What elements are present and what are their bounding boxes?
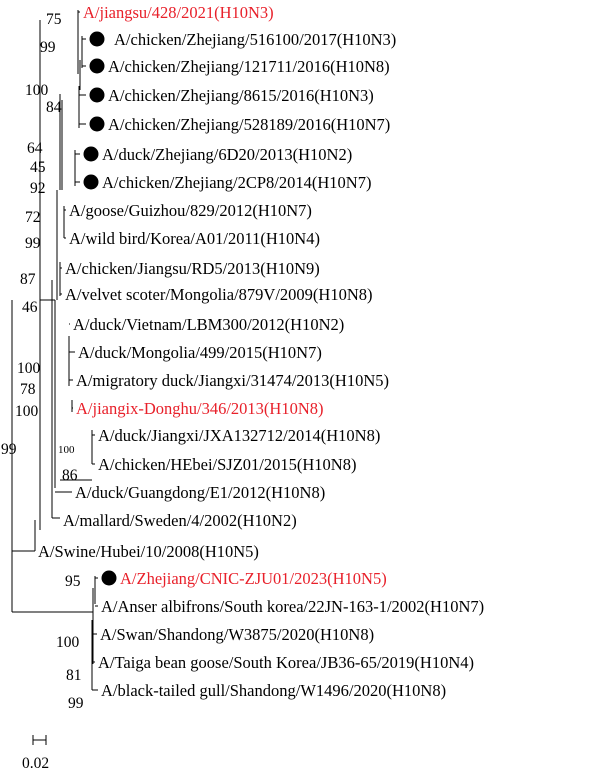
taxon-label: A/duck/Zhejiang/6D20/2013(H10N2) [102, 145, 352, 164]
filled-circle-marker-icon [83, 174, 99, 190]
taxon-markers [83, 31, 117, 586]
taxon-label: A/Swine/Hubei/10/2008(H10N5) [38, 542, 259, 561]
bootstrap-value: 86 [62, 467, 78, 484]
bootstrap-value: 87 [20, 271, 36, 288]
taxon-label: A/chicken/Zhejiang/516100/2017(H10N3) [114, 30, 396, 49]
filled-circle-marker-icon [89, 87, 105, 103]
bootstrap-value: 72 [25, 209, 41, 226]
filled-circle-marker-icon [101, 570, 117, 586]
bootstrap-value: 100 [58, 444, 75, 456]
bootstrap-value: 78 [20, 381, 36, 398]
taxon-label: A/duck/Jiangxi/JXA132712/2014(H10N8) [98, 426, 380, 445]
bootstrap-value: 92 [30, 180, 46, 197]
bootstrap-value: 100 [15, 403, 39, 420]
taxon-label: A/chicken/Jiangsu/RD5/2013(H10N9) [65, 259, 320, 278]
taxon-label: A/goose/Guizhou/829/2012(H10N7) [69, 201, 312, 220]
taxon-label: A/migratory duck/Jiangxi/31474/2013(H10N… [76, 371, 389, 390]
bootstrap-value: 84 [46, 99, 62, 116]
bootstrap-values: 7599100846445927299874610078100100869995… [1, 11, 84, 712]
taxon-label: A/wild bird/Korea/A01/2011(H10N4) [69, 229, 320, 248]
bootstrap-value: 95 [65, 573, 81, 590]
taxon-label: A/Zhejiang/CNIC-ZJU01/2023(H10N5) [120, 569, 387, 588]
bootstrap-value: 75 [46, 11, 62, 28]
taxon-label: A/chicken/Zhejiang/8615/2016(H10N3) [108, 86, 374, 105]
bootstrap-value: 45 [30, 159, 46, 176]
bootstrap-value: 81 [66, 667, 82, 684]
filled-circle-marker-icon [83, 146, 99, 162]
taxon-label: A/chicken/Zhejiang/121711/2016(H10N8) [108, 57, 390, 76]
tree-branches [11, 10, 98, 691]
taxon-label: A/mallard/Sweden/4/2002(H10N2) [63, 511, 297, 530]
taxon-label: A/chicken/HEbei/SJZ01/2015(H10N8) [98, 455, 356, 474]
taxon-label: A/jiangsu/428/2021(H10N3) [83, 3, 274, 22]
taxon-label: A/Anser albifrons/South korea/22JN-163-1… [101, 597, 484, 616]
bootstrap-value: 100 [17, 360, 41, 377]
taxon-label: A/duck/Mongolia/499/2015(H10N7) [78, 343, 322, 362]
bootstrap-value: 99 [1, 441, 17, 458]
bootstrap-value: 46 [22, 299, 38, 316]
filled-circle-marker-icon [89, 116, 105, 132]
taxon-label: A/chicken/Zhejiang/528189/2016(H10N7) [108, 115, 390, 134]
bootstrap-value: 64 [27, 140, 43, 157]
taxon-labels: A/jiangsu/428/2021(H10N3) A/chicken/Zheji… [38, 3, 484, 700]
bootstrap-value: 99 [68, 695, 84, 712]
filled-circle-marker-icon [89, 31, 105, 47]
taxon-label: A/chicken/Zhejiang/2CP8/2014(H10N7) [102, 173, 371, 192]
scale-bar: 0.02 [22, 735, 49, 770]
taxon-label: A/duck/Vietnam/LBM300/2012(H10N2) [73, 315, 344, 334]
bootstrap-value: 100 [56, 634, 80, 651]
taxon-label: A/black-tailed gull/Shandong/W1496/2020(… [101, 681, 446, 700]
taxon-label: A/jiangix-Donghu/346/2013(H10N8) [76, 399, 323, 418]
taxon-label: A/Taiga bean goose/South Korea/JB36-65/2… [98, 653, 474, 672]
taxon-label: A/velvet scoter/Mongolia/879V/2009(H10N8… [65, 285, 373, 304]
scale-bar-label: 0.02 [22, 755, 49, 770]
filled-circle-marker-icon [89, 58, 105, 74]
taxon-label: A/duck/Guangdong/E1/2012(H10N8) [75, 483, 325, 502]
bootstrap-value: 99 [40, 39, 56, 56]
taxon-label: A/Swan/Shandong/W3875/2020(H10N8) [100, 625, 374, 644]
bootstrap-value: 100 [25, 82, 49, 99]
bootstrap-value: 99 [25, 235, 41, 252]
